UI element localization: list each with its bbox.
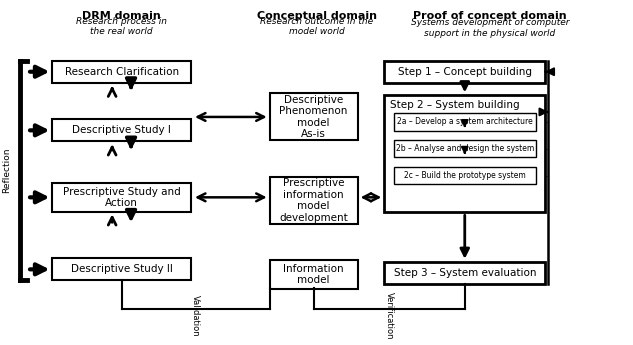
- FancyBboxPatch shape: [394, 140, 536, 157]
- Text: Descriptive Study I: Descriptive Study I: [72, 125, 171, 135]
- Text: Prescriptive
information
model
development: Prescriptive information model developme…: [279, 178, 348, 223]
- Text: Step 3 – System evaluation: Step 3 – System evaluation: [394, 268, 536, 278]
- Text: Validation: Validation: [191, 295, 200, 336]
- FancyBboxPatch shape: [53, 183, 191, 211]
- Text: 2b – Analyse and design the system: 2b – Analyse and design the system: [396, 144, 534, 153]
- Text: Conceptual domain: Conceptual domain: [257, 11, 377, 21]
- Text: Research outcome in the
model world: Research outcome in the model world: [260, 17, 373, 36]
- Text: Proof of concept domain: Proof of concept domain: [413, 11, 567, 21]
- Text: Descriptive Study II: Descriptive Study II: [71, 264, 173, 274]
- Text: Reflection: Reflection: [3, 148, 11, 193]
- FancyBboxPatch shape: [394, 113, 536, 131]
- Text: Research process in
the real world: Research process in the real world: [76, 17, 167, 36]
- FancyBboxPatch shape: [270, 260, 358, 289]
- Text: Prescriptive Study and
Action: Prescriptive Study and Action: [63, 187, 180, 208]
- Text: Descriptive
Phenomenon
model
As-is: Descriptive Phenomenon model As-is: [279, 95, 348, 139]
- Text: 2a – Develop a system architecture: 2a – Develop a system architecture: [397, 117, 532, 127]
- Text: Research Clarification: Research Clarification: [65, 67, 179, 77]
- Text: Step 1 – Concept building: Step 1 – Concept building: [398, 67, 532, 77]
- Text: DRM domain: DRM domain: [82, 11, 161, 21]
- Text: Step 2 – System building: Step 2 – System building: [389, 100, 519, 110]
- FancyBboxPatch shape: [53, 61, 191, 82]
- FancyBboxPatch shape: [384, 61, 545, 82]
- Text: Systems development of computer
support in the physical world: Systems development of computer support …: [411, 19, 569, 38]
- Text: Information
model: Information model: [284, 264, 344, 285]
- FancyBboxPatch shape: [53, 258, 191, 280]
- FancyBboxPatch shape: [270, 93, 358, 140]
- FancyBboxPatch shape: [384, 95, 545, 213]
- FancyBboxPatch shape: [53, 119, 191, 141]
- FancyBboxPatch shape: [394, 167, 536, 184]
- FancyBboxPatch shape: [384, 262, 545, 284]
- Text: 2c – Build the prototype system: 2c – Build the prototype system: [404, 171, 525, 180]
- FancyBboxPatch shape: [270, 177, 358, 224]
- Text: Verification: Verification: [385, 292, 394, 339]
